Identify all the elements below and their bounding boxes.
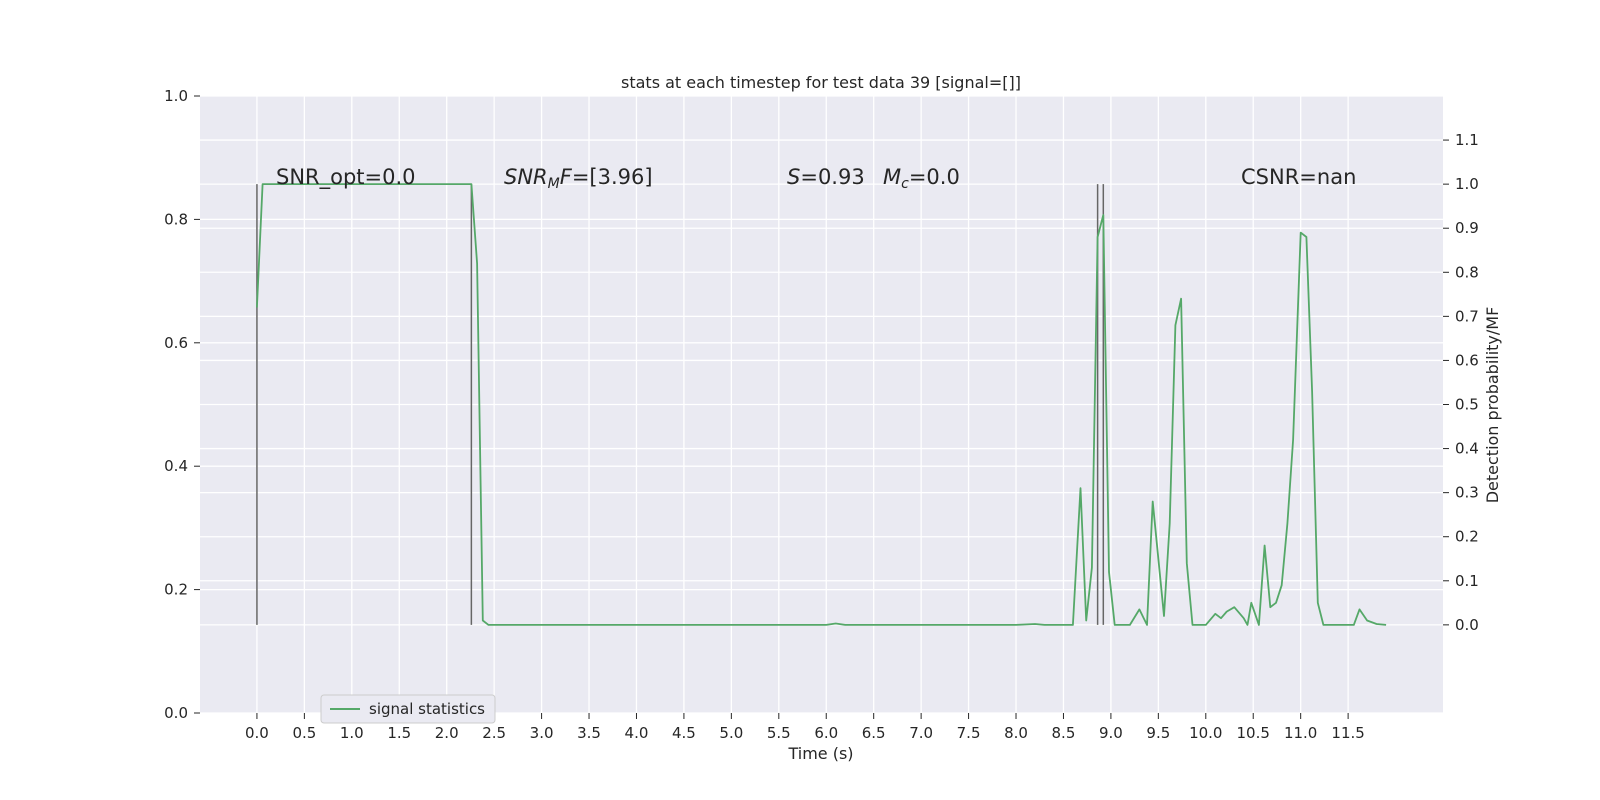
y2-tick-label: 0.6	[1455, 351, 1479, 369]
series-line-signal-statistics	[256, 183, 1387, 626]
annotations: SNR_opt=0.0 SNRMF=[3.96] S=0.93 Mc=0.0 C…	[276, 165, 1356, 192]
x-tick-label: 4.5	[672, 724, 696, 742]
x-tick-label: 10.0	[1189, 724, 1222, 742]
y2-tick-label: 0.8	[1455, 263, 1479, 281]
y2-tick-label: 0.2	[1455, 528, 1479, 546]
y-tick-label: 0.2	[164, 581, 188, 599]
x-tick-label: 0.0	[245, 724, 269, 742]
y2-tick-labels: 0.0 0.1 0.2 0.3 0.4 0.5 0.6 0.7 0.8 0.9 1.0 1.1	[1443, 131, 1479, 634]
y-tick-label: 1.0	[164, 87, 188, 105]
x-axis-label: Time (s)	[787, 744, 853, 763]
annotation-snr-opt: SNR_opt=0.0	[276, 165, 416, 190]
chart-title: stats at each timestep for test data 39 …	[621, 73, 1021, 92]
series-layer	[256, 183, 1387, 626]
annotation-csnr: CSNR=nan	[1241, 165, 1356, 189]
y2-tick-label: 0.0	[1455, 616, 1479, 634]
x-tick-label: 0.5	[292, 724, 316, 742]
y-tick-label: 0.0	[164, 704, 188, 722]
x-tick-label: 10.5	[1237, 724, 1270, 742]
y-tick-label: 0.4	[164, 457, 188, 475]
annotation-s: S=0.93	[787, 165, 865, 189]
x-tick-label: 8.5	[1052, 724, 1076, 742]
x-tick-labels: 0.0 0.5 1.0 1.5 2.0 2.5 3.0 3.5 4.0 4.5 5.0 5.5 6.0 6…	[245, 713, 1365, 742]
x-tick-label: 1.0	[340, 724, 364, 742]
y2-tick-label: 0.9	[1455, 219, 1479, 237]
y2-tick-label: 0.5	[1455, 396, 1479, 414]
x-tick-label: 9.5	[1146, 724, 1170, 742]
y2-tick-label: 0.1	[1455, 572, 1479, 590]
y2-tick-label: 1.0	[1455, 175, 1479, 193]
x-tick-label: 6.5	[862, 724, 886, 742]
y2-axis-label: Detection probability/MF	[1483, 307, 1502, 504]
x-tick-label: 7.5	[957, 724, 981, 742]
legend-label: signal statistics	[369, 700, 485, 718]
y2-tick-label: 0.3	[1455, 484, 1479, 502]
y-tick-labels: 0.0 0.2 0.4 0.6 0.8 1.0	[164, 87, 200, 722]
x-tick-label: 9.0	[1099, 724, 1123, 742]
legend: signal statistics	[320, 694, 496, 724]
legend-box	[320, 694, 496, 724]
x-tick-label: 1.5	[387, 724, 411, 742]
x-tick-label: 4.0	[625, 724, 649, 742]
x-tick-label: 3.5	[577, 724, 601, 742]
x-tick-label: 11.5	[1331, 724, 1364, 742]
x-tick-label: 3.0	[530, 724, 554, 742]
x-tick-label: 8.0	[1004, 724, 1028, 742]
y2-tick-label: 1.1	[1455, 131, 1479, 149]
y2-tick-label: 0.7	[1455, 307, 1479, 325]
x-tick-label: 7.0	[909, 724, 933, 742]
x-tick-label: 11.0	[1284, 724, 1317, 742]
x-tick-label: 2.0	[435, 724, 459, 742]
annotation-mc: Mc=0.0	[883, 165, 960, 192]
x-tick-label: 6.0	[814, 724, 838, 742]
x-tick-label: 2.5	[482, 724, 506, 742]
y2-tick-label: 0.4	[1455, 440, 1479, 458]
y-tick-label: 0.8	[164, 210, 188, 228]
x-tick-label: 5.5	[767, 724, 791, 742]
x-tick-label: 5.0	[719, 724, 743, 742]
annotation-snr-mf: SNRMF=[3.96]	[504, 165, 653, 192]
y-tick-label: 0.6	[164, 334, 188, 352]
